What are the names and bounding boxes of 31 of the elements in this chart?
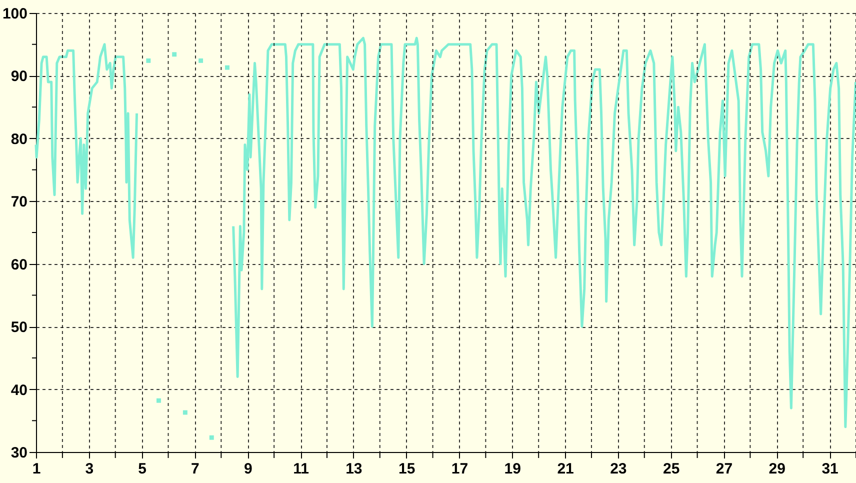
x-tick-label: 27	[716, 460, 733, 478]
x-tick-label: 1	[32, 460, 41, 478]
point	[172, 52, 177, 57]
x-tick-label: 31	[822, 460, 838, 478]
x-tick-label: 13	[346, 460, 362, 478]
x-tick-label: 15	[398, 460, 416, 478]
y-tick-label: 100	[2, 6, 28, 22]
y-tick-label: 80	[10, 130, 28, 148]
point	[182, 410, 188, 415]
x-tick-label: 29	[768, 460, 786, 478]
x-tick-label: 9	[244, 460, 252, 478]
point	[156, 398, 161, 403]
point	[225, 65, 230, 70]
x-tick-label: 3	[85, 460, 94, 478]
y-tick-label: 60	[10, 256, 28, 274]
y-tick-label: 40	[10, 382, 28, 399]
point	[146, 58, 151, 63]
x-tick-label: 25	[662, 460, 680, 478]
y-tick-label: 90	[10, 68, 28, 86]
y-tick-label: 30	[10, 444, 28, 462]
y-tick-label: 70	[10, 194, 28, 211]
x-tick-label: 5	[138, 460, 146, 478]
x-tick-label: 11	[293, 460, 309, 478]
x-tick-label: 17	[451, 460, 468, 478]
point	[198, 58, 204, 63]
y-tick-label: 50	[10, 319, 28, 336]
x-tick-label: 23	[610, 460, 627, 478]
x-tick-label: 21	[557, 460, 574, 478]
x-tick-label: 7	[191, 460, 200, 478]
point	[209, 435, 214, 440]
x-tick-label: 19	[504, 460, 521, 478]
